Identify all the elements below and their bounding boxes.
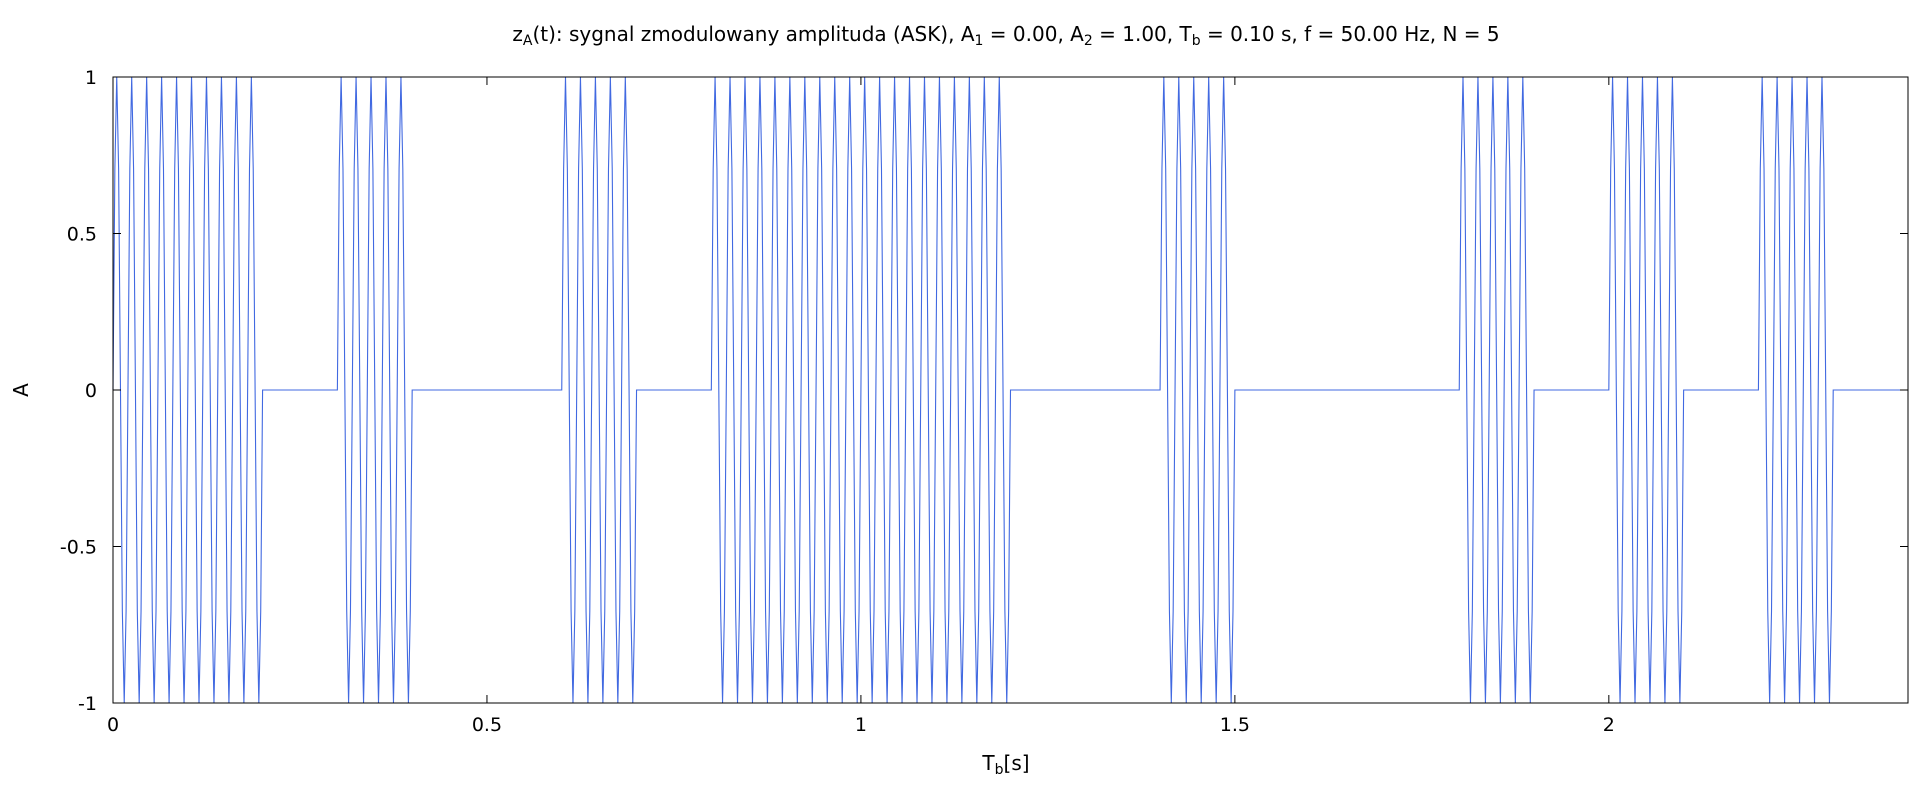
y-tick-label: 0.5 <box>67 224 97 246</box>
title-a2-subscript: 2 <box>1084 33 1093 49</box>
x-axis-label-unit: [s] <box>1004 751 1030 775</box>
x-axis-label-subscript: b <box>995 762 1004 778</box>
x-tick-label: 1.5 <box>1220 714 1250 736</box>
title-prefix-subscript: A <box>523 33 533 49</box>
y-tick-label: -0.5 <box>60 537 97 559</box>
y-tick-label: -1 <box>78 693 97 715</box>
x-tick-label: 0 <box>107 714 119 736</box>
title-part-3: = 1.00, T <box>1093 22 1193 46</box>
series-line-ask-signal <box>112 76 1908 704</box>
title-part-2: = 0.00, A <box>983 22 1084 46</box>
series-layer <box>112 76 1908 704</box>
y-tick-label: 0 <box>85 380 97 402</box>
x-tick-label: 2 <box>1603 714 1615 736</box>
title-tb-subscript: b <box>1192 33 1201 49</box>
x-axis-label-main: T <box>981 751 995 775</box>
title-part-4: = 0.10 s, f = 50.00 Hz, N = 5 <box>1201 22 1500 46</box>
y-tick-label: 1 <box>85 67 97 89</box>
title-part-1: (t): sygnal zmodulowany amplituda (ASK),… <box>532 22 974 46</box>
title-a1-subscript: 1 <box>975 33 984 49</box>
chart-title: zA(t): sygnal zmodulowany amplituda (ASK… <box>512 22 1499 49</box>
ticks-layer: 0 0.5 1 1.5 2 1 0.5 0 -0.5 -1 <box>60 67 1908 736</box>
x-tick-label: 1 <box>855 714 867 736</box>
x-tick-label: 0.5 <box>472 714 502 736</box>
x-axis-label: Tb[s] <box>981 751 1029 778</box>
y-axis-label: A <box>9 383 33 397</box>
plot-frame <box>112 76 1909 704</box>
title-prefix: z <box>512 22 523 46</box>
